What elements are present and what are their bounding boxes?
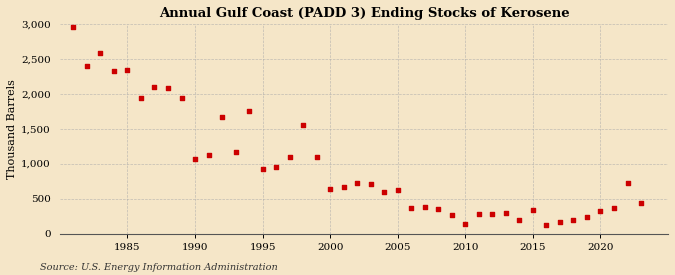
Point: [473, 212, 484, 216]
Point: [352, 181, 362, 185]
Point: [325, 187, 335, 191]
Point: [95, 50, 106, 55]
Point: [271, 165, 281, 169]
Point: [609, 205, 620, 210]
Point: [500, 210, 511, 215]
Point: [217, 115, 227, 119]
Point: [163, 86, 173, 90]
Point: [109, 68, 119, 73]
Point: [257, 167, 268, 171]
Point: [419, 205, 430, 209]
Point: [284, 155, 295, 159]
Title: Annual Gulf Coast (PADD 3) Ending Stocks of Kerosene: Annual Gulf Coast (PADD 3) Ending Stocks…: [159, 7, 569, 20]
Point: [622, 181, 633, 185]
Point: [379, 190, 389, 194]
Point: [582, 215, 593, 220]
Point: [230, 150, 241, 154]
Point: [298, 123, 308, 127]
Point: [514, 217, 524, 222]
Point: [244, 108, 254, 113]
Point: [82, 64, 92, 68]
Point: [568, 217, 579, 222]
Point: [527, 208, 538, 212]
Point: [203, 152, 214, 157]
Point: [636, 200, 647, 205]
Point: [487, 212, 497, 216]
Y-axis label: Thousand Barrels: Thousand Barrels: [7, 79, 17, 179]
Point: [555, 220, 566, 225]
Point: [433, 207, 443, 211]
Point: [595, 209, 606, 213]
Point: [392, 188, 403, 192]
Point: [190, 157, 200, 162]
Point: [122, 68, 133, 72]
Point: [176, 96, 187, 100]
Point: [68, 25, 79, 30]
Point: [541, 223, 552, 227]
Point: [149, 85, 160, 89]
Point: [365, 182, 376, 186]
Point: [406, 206, 416, 211]
Point: [311, 155, 322, 159]
Point: [338, 185, 349, 189]
Point: [460, 222, 470, 226]
Text: Source: U.S. Energy Information Administration: Source: U.S. Energy Information Administ…: [40, 263, 278, 272]
Point: [446, 213, 457, 218]
Point: [136, 96, 146, 100]
